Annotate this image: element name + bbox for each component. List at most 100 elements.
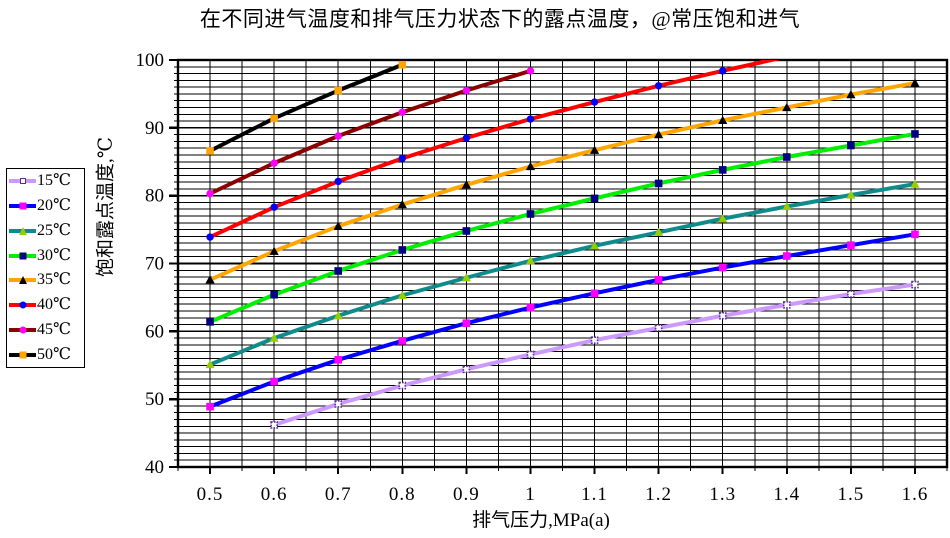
data-point-marker	[334, 356, 343, 364]
data-point-marker	[270, 421, 278, 429]
data-point-marker	[590, 336, 599, 344]
data-point-marker	[269, 333, 279, 342]
data-point-marker	[270, 159, 278, 167]
data-point-marker	[718, 263, 727, 272]
x-tick-label: 1.3	[709, 484, 736, 505]
x-tick-label: 0.9	[453, 484, 480, 505]
data-point-marker	[461, 273, 471, 282]
data-point-marker	[846, 89, 856, 99]
data-point-marker	[782, 301, 791, 309]
series-15c	[270, 280, 919, 429]
data-point-marker	[398, 337, 407, 345]
legend-entry-35c: 35℃	[7, 268, 84, 292]
data-point-marker	[270, 203, 278, 211]
legend-marker-circle-icon	[19, 301, 26, 309]
data-point-marker	[398, 108, 406, 116]
data-point-marker	[782, 153, 791, 161]
data-point-marker	[334, 267, 343, 275]
data-point-marker	[590, 194, 599, 203]
data-point-marker	[206, 147, 214, 155]
x-tick-label: 1	[525, 484, 536, 505]
gridlines	[178, 60, 947, 467]
data-point-marker	[334, 177, 342, 186]
x-tick-label: 0.8	[389, 484, 416, 505]
data-point-marker	[398, 60, 407, 69]
legend-entry-20c: 20℃	[7, 194, 84, 218]
data-point-marker	[525, 256, 536, 265]
legend-marker-open-square-icon	[19, 178, 26, 185]
data-point-marker	[526, 350, 535, 359]
data-point-marker	[270, 114, 278, 123]
series-line	[208, 81, 917, 282]
legend-marker-circle-icon	[19, 326, 26, 334]
series-line	[208, 131, 917, 324]
series-line	[208, 68, 533, 196]
data-point-marker	[589, 241, 600, 250]
x-tick-labels: 0.5 0.6 0.7 0.8 0.9 1 1.1 1.2 1.3 1.4 1.5 1.6	[197, 484, 928, 505]
data-point-marker	[333, 311, 343, 320]
series-45c	[206, 67, 535, 198]
data-point-marker	[847, 241, 855, 249]
data-point-marker	[205, 359, 215, 369]
legend-line-sample	[9, 326, 36, 334]
chart-title: 在不同进气温度和排气压力状态下的露点温度，@常压饱和进气	[199, 7, 801, 31]
data-point-marker	[206, 402, 214, 411]
data-point-marker	[654, 179, 663, 188]
data-point-marker	[526, 115, 535, 123]
y-tick-label: 100	[136, 50, 165, 71]
legend-entry-25c: 25℃	[7, 219, 84, 243]
series-25c	[205, 179, 920, 369]
data-point-marker	[205, 275, 215, 284]
legend-marker-square-icon	[19, 351, 26, 359]
x-tick-label: 1.4	[773, 484, 800, 505]
data-point-marker	[398, 154, 406, 163]
data-point-marker	[847, 290, 855, 298]
data-point-marker	[654, 275, 663, 284]
data-point-marker	[718, 166, 727, 174]
data-point-marker	[718, 115, 728, 124]
data-point-marker	[589, 145, 600, 154]
data-point-marker	[590, 289, 599, 298]
legend-label: 30℃	[37, 246, 71, 264]
data-point-marker	[782, 102, 792, 112]
y-tick-label: 70	[145, 254, 164, 275]
data-point-marker	[462, 319, 471, 327]
legend-line-sample	[9, 202, 36, 210]
legend-marker-triangle-icon	[18, 276, 27, 285]
data-point-marker	[461, 180, 471, 189]
data-point-marker	[910, 78, 920, 87]
legend-label: 15℃	[37, 172, 71, 190]
legend-label: 45℃	[37, 320, 71, 338]
data-point-marker	[911, 130, 919, 138]
legend-entry-40c: 40℃	[7, 293, 84, 317]
series-30c	[206, 130, 919, 326]
y-tick-label: 40	[145, 457, 164, 478]
legend-label: 40℃	[37, 296, 71, 314]
x-tick-label: 0.6	[261, 484, 288, 505]
series-line	[208, 182, 917, 367]
series-20c	[206, 230, 919, 411]
x-tick-label: 1.5	[838, 484, 865, 505]
data-point-marker	[911, 230, 919, 239]
data-point-marker	[526, 210, 535, 218]
y-tick-label: 50	[145, 389, 164, 410]
legend-label: 50℃	[37, 345, 71, 363]
data-point-marker	[718, 214, 728, 223]
y-tick-label: 60	[145, 321, 164, 342]
data-point-marker	[269, 246, 279, 255]
data-point-marker	[397, 290, 407, 299]
data-point-marker	[462, 227, 471, 235]
series-35c	[205, 78, 920, 284]
series-line	[208, 60, 781, 240]
legend-label: 35℃	[37, 271, 71, 289]
data-point-marker	[462, 365, 471, 374]
data-point-marker	[654, 130, 664, 139]
data-point-marker	[846, 190, 856, 199]
legend-marker-square-icon	[19, 202, 26, 210]
data-point-marker	[785, 60, 789, 61]
data-point-marker	[462, 134, 471, 142]
legend-line-sample	[9, 178, 36, 185]
legend-label: 20℃	[37, 197, 71, 215]
